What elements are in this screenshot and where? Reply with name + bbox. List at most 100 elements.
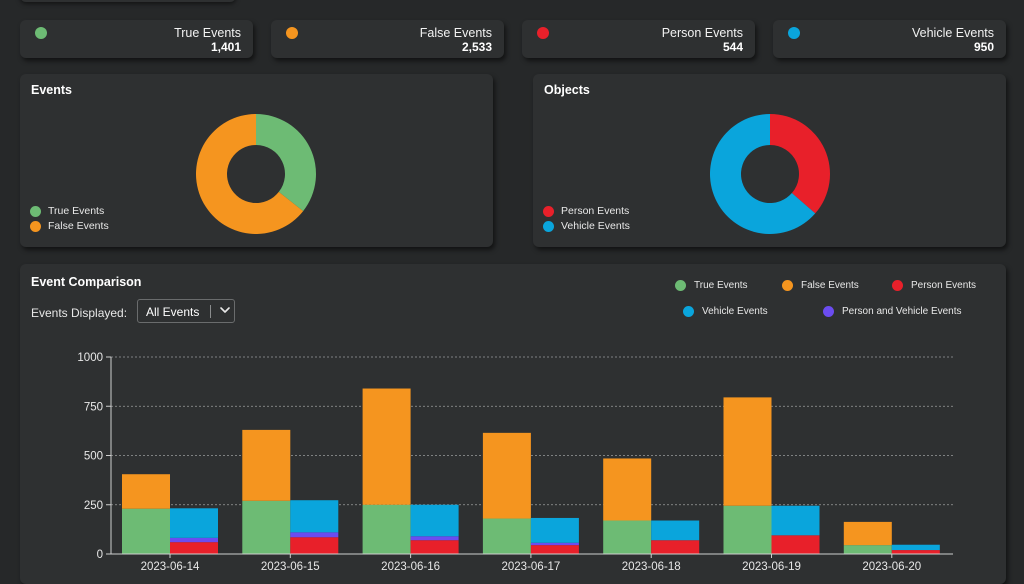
stat-value: 950	[973, 40, 994, 54]
legend-label: Vehicle Events	[561, 220, 630, 232]
x-tick-label: 2023-06-18	[622, 561, 681, 573]
legend-label: True Events	[694, 280, 748, 291]
bar-vehicle-events[interactable]	[771, 505, 820, 536]
bar-false-events[interactable]	[843, 521, 892, 546]
donut-slice-vehicle-events[interactable]	[710, 114, 816, 234]
bar-false-events[interactable]	[723, 397, 772, 506]
bar-vehicle-events[interactable]	[891, 544, 940, 551]
x-tick-label: 2023-06-14	[141, 561, 200, 573]
stat-card-person-events: Person Events 544	[522, 20, 755, 58]
bar-vehicle-events[interactable]	[651, 520, 700, 541]
bar-false-events[interactable]	[122, 474, 170, 509]
vehicle-events-dot	[788, 27, 800, 39]
stat-value: 544	[722, 40, 743, 54]
legend-label: False Events	[48, 220, 109, 232]
y-tick-label: 250	[84, 500, 103, 512]
stat-value: 1,401	[210, 40, 241, 54]
legend-label: Vehicle Events	[702, 306, 768, 317]
legend-label: False Events	[801, 280, 859, 291]
bar-person-events[interactable]	[891, 550, 940, 554]
events-displayed-label: Events Displayed:	[31, 306, 128, 320]
events-panel: Events True Events False Events	[20, 74, 493, 247]
legend-label: Person Events	[911, 280, 977, 291]
donut-slice-person-events[interactable]	[770, 114, 830, 214]
legend-dot	[823, 306, 834, 317]
x-tick-label: 2023-06-15	[261, 561, 320, 573]
stat-label: False Events	[419, 26, 492, 40]
legend-item-person-and-vehicle-events[interactable]: Person and Vehicle Events	[823, 306, 962, 317]
stat-value: 2,533	[461, 40, 492, 54]
bar-vehicle-events[interactable]	[530, 517, 579, 543]
bar-person-events[interactable]	[410, 540, 459, 554]
bar-true-events[interactable]	[843, 545, 892, 554]
legend-item-true-events[interactable]: True Events	[675, 280, 748, 291]
legend-item-false-events[interactable]: False Events	[782, 280, 859, 291]
select-value: All Events	[146, 305, 200, 319]
legend-dot	[892, 280, 903, 291]
stat-label: Vehicle Events	[912, 26, 994, 40]
bar-true-events[interactable]	[362, 504, 411, 554]
y-tick-label: 750	[84, 401, 103, 413]
stat-card-false-events: False Events 2,533	[271, 20, 504, 58]
bar-person-and-vehicle-events[interactable]	[530, 542, 579, 546]
bar-vehicle-events[interactable]	[170, 508, 218, 538]
events-displayed-select[interactable]: All Events	[137, 299, 235, 323]
x-tick-label: 2023-06-19	[742, 561, 801, 573]
bar-false-events[interactable]	[482, 432, 531, 519]
legend-item-person-events[interactable]: Person Events	[892, 280, 976, 291]
x-tick-label: 2023-06-17	[501, 561, 560, 573]
bar-person-and-vehicle-events[interactable]	[410, 536, 459, 541]
bar-true-events[interactable]	[603, 520, 652, 554]
legend-dot	[30, 205, 41, 217]
bar-person-events[interactable]	[170, 542, 218, 554]
top-card-edge	[20, 0, 236, 2]
donut-slice-true-events[interactable]	[256, 114, 316, 212]
stat-label: Person Events	[661, 26, 743, 40]
bar-vehicle-events[interactable]	[290, 500, 339, 533]
bar-false-events[interactable]	[362, 388, 411, 505]
legend-item-person-events[interactable]: Person Events	[543, 205, 629, 217]
legend-item-true-events[interactable]: True Events	[30, 205, 104, 217]
stat-card-vehicle-events: Vehicle Events 950	[773, 20, 1006, 58]
legend-dot	[675, 280, 686, 291]
bar-true-events[interactable]	[723, 505, 772, 554]
select-separator	[210, 305, 211, 318]
bar-true-events[interactable]	[482, 518, 531, 554]
bar-person-events[interactable]	[651, 540, 700, 554]
event-comparison-title: Event Comparison	[31, 275, 142, 289]
person-events-dot	[537, 27, 549, 39]
stat-card-true-events: True Events 1,401	[20, 20, 253, 58]
bar-person-events[interactable]	[530, 545, 579, 554]
bar-false-events[interactable]	[603, 458, 652, 521]
events-donut-chart	[196, 114, 316, 234]
x-tick-label: 2023-06-16	[381, 561, 440, 573]
bar-person-and-vehicle-events[interactable]	[290, 532, 339, 538]
legend-dot	[683, 306, 694, 317]
legend-item-vehicle-events[interactable]: Vehicle Events	[543, 220, 630, 232]
x-tick-label: 2023-06-20	[862, 561, 921, 573]
bar-true-events[interactable]	[122, 508, 170, 554]
bar-true-events[interactable]	[242, 500, 291, 554]
legend-label: Person Events	[561, 205, 630, 217]
false-events-dot	[286, 27, 298, 39]
legend-item-false-events[interactable]: False Events	[30, 220, 109, 232]
legend-item-vehicle-events[interactable]: Vehicle Events	[683, 306, 768, 317]
objects-donut-chart	[710, 114, 830, 234]
legend-dot	[543, 205, 554, 217]
legend-label: Person and Vehicle Events	[842, 306, 962, 317]
bar-person-events[interactable]	[290, 537, 339, 554]
chevron-down-icon	[220, 307, 230, 313]
legend-dot	[543, 220, 554, 232]
bar-false-events[interactable]	[242, 429, 291, 501]
bar-vehicle-events[interactable]	[410, 504, 459, 537]
bar-person-and-vehicle-events[interactable]	[170, 537, 218, 543]
stat-label: True Events	[174, 26, 241, 40]
y-tick-label: 1000	[77, 352, 103, 364]
y-tick-label: 0	[97, 549, 103, 561]
legend-dot	[782, 280, 793, 291]
legend-dot	[30, 220, 41, 232]
donut-slice-false-events[interactable]	[196, 114, 304, 234]
bar-person-events[interactable]	[771, 535, 820, 554]
objects-panel: Objects Person Events Vehicle Events	[533, 74, 1006, 247]
